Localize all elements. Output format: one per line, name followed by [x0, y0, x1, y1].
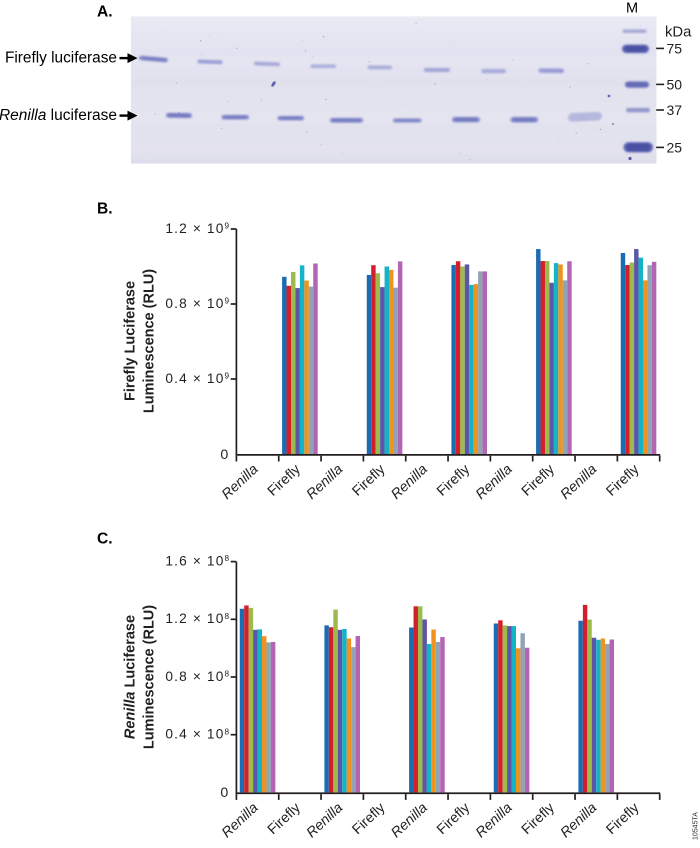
- svg-text:1.2 × 109: 1.2 × 109: [165, 221, 230, 236]
- svg-text:Renilla Luciferase: Renilla Luciferase: [123, 615, 139, 739]
- svg-text:1.6 × 108: 1.6 × 108: [165, 554, 230, 569]
- svg-text:0.8 × 108: 0.8 × 108: [165, 669, 230, 684]
- svg-text:37: 37: [667, 102, 683, 118]
- svg-text:A.: A.: [97, 4, 113, 21]
- svg-text:25: 25: [667, 139, 683, 155]
- svg-text:75: 75: [667, 40, 683, 56]
- svg-text:1.2 × 108: 1.2 × 108: [165, 611, 230, 626]
- svg-text:0.4 × 108: 0.4 × 108: [165, 727, 230, 742]
- svg-text:M: M: [626, 1, 638, 17]
- svg-text:Firefly luciferase: Firefly luciferase: [5, 49, 117, 66]
- svg-text:B.: B.: [97, 201, 113, 218]
- svg-text:0: 0: [220, 785, 228, 801]
- svg-text:10545TA: 10545TA: [693, 812, 700, 840]
- svg-text:Luminescence (RLU): Luminescence (RLU): [142, 269, 158, 413]
- svg-text:C.: C.: [97, 531, 113, 548]
- svg-text:0.8 × 109: 0.8 × 109: [165, 296, 230, 311]
- svg-text:50: 50: [667, 76, 683, 92]
- svg-text:Luminescence (RLU): Luminescence (RLU): [142, 605, 158, 749]
- svg-text:0: 0: [220, 447, 228, 463]
- svg-text:kDa: kDa: [665, 24, 692, 40]
- svg-text:Renilla luciferase: Renilla luciferase: [0, 107, 117, 124]
- svg-text:Firefly Luciferase: Firefly Luciferase: [123, 281, 139, 401]
- svg-text:0.4 × 109: 0.4 × 109: [165, 371, 230, 386]
